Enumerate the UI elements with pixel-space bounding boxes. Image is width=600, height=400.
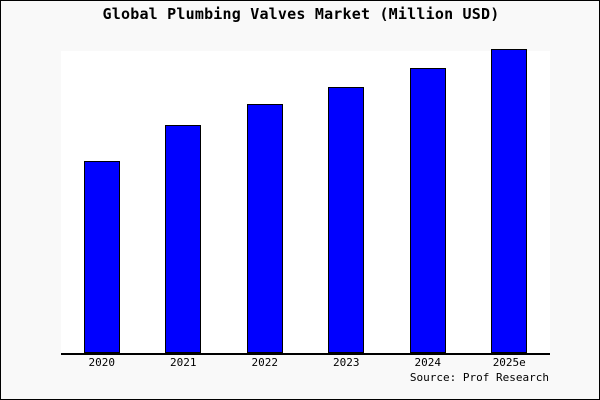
bar-2025e[interactable] xyxy=(491,49,528,353)
chart-title: Global Plumbing Valves Market (Million U… xyxy=(102,5,500,23)
x-tick-label-1: 2021 xyxy=(170,356,197,369)
bar-2021[interactable] xyxy=(165,125,202,353)
bar-2022[interactable] xyxy=(246,104,283,353)
x-tick-label-3: 2023 xyxy=(333,356,360,369)
bar-2020[interactable] xyxy=(83,161,120,353)
x-axis-tick-labels: 2020 2021 2022 2023 2024 2025e xyxy=(61,356,550,376)
x-tick-label-0: 2020 xyxy=(88,356,116,369)
source-note: Source: Prof Research xyxy=(409,371,549,384)
x-axis-line xyxy=(61,353,550,355)
bar-2024[interactable] xyxy=(409,68,446,353)
bar-2023[interactable] xyxy=(328,87,365,353)
x-tick-label-2: 2022 xyxy=(251,356,279,369)
plot-area xyxy=(61,51,550,353)
x-tick-label-5: 2025e xyxy=(492,356,526,369)
x-tick-label-4: 2024 xyxy=(414,356,442,369)
bar-series xyxy=(61,49,550,353)
